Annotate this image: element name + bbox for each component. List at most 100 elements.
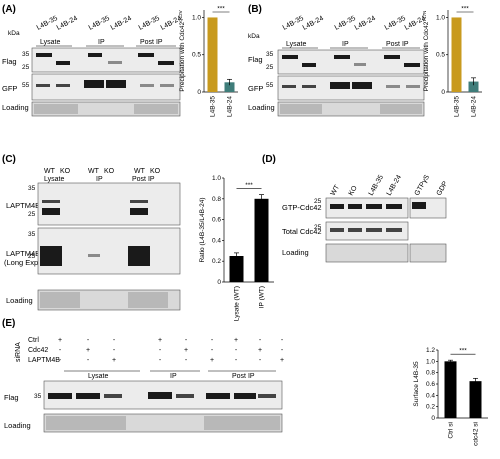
marker-25: 25 bbox=[22, 64, 30, 71]
condition-cdc42: Cdc42 bbox=[28, 347, 48, 354]
marker-55: 55 bbox=[22, 82, 30, 89]
group-label-lysate: Lysate bbox=[286, 41, 306, 48]
bar bbox=[207, 17, 218, 93]
treatment-sign: + bbox=[58, 337, 62, 344]
band bbox=[302, 63, 316, 67]
loading-lane bbox=[380, 104, 422, 114]
treatment-sign: - bbox=[235, 357, 238, 364]
group-label-post-ip: Post IP bbox=[132, 176, 155, 183]
band bbox=[348, 204, 362, 209]
band bbox=[302, 85, 316, 88]
x-tick-label: Lysate (WT) bbox=[234, 286, 241, 321]
group-label-lysate: Lysate bbox=[40, 39, 60, 46]
blot-loading bbox=[325, 243, 409, 263]
group-label-ip: IP bbox=[342, 41, 349, 48]
panel-e: (E) siRNA Ctrl Cdc42 LAPTM4B + - - + - - + - -- +… bbox=[2, 318, 284, 433]
row-label-flag: Flag bbox=[248, 55, 263, 64]
treatment-sign: - bbox=[259, 357, 262, 364]
chart-panel-e: 0 0.2 0.4 0.6 0.8 1.0 1.2 Surface L4B-35 Ctrl si… bbox=[413, 347, 488, 446]
x-tick-label: cdc42 si bbox=[473, 422, 480, 446]
marker-25: 25 bbox=[266, 64, 274, 71]
lane-header: L4B-24 bbox=[110, 15, 133, 32]
band bbox=[56, 61, 70, 65]
group-label-post-ip: Post IP bbox=[386, 41, 409, 48]
blot-flag bbox=[277, 49, 425, 75]
band bbox=[258, 394, 276, 398]
condition-laptm4b: LAPTM4B bbox=[28, 357, 60, 364]
significance-label: *** bbox=[245, 182, 253, 189]
treatment-sign: - bbox=[159, 357, 162, 364]
band bbox=[176, 394, 194, 398]
panel-a-kda: kDa bbox=[8, 30, 20, 37]
panel-b-label: (B) bbox=[248, 4, 262, 15]
lane-header: L4B-35 bbox=[384, 15, 407, 32]
band bbox=[106, 80, 126, 88]
lane-header: KO bbox=[150, 168, 161, 175]
row-label-gfp: GFP bbox=[248, 84, 263, 93]
y-tick-label: 0.8 bbox=[426, 370, 435, 377]
y-tick-label: 1.2 bbox=[426, 347, 435, 354]
treatment-sign: + bbox=[112, 357, 116, 364]
row-label-total-cdc42: Total Cdc42 bbox=[282, 227, 322, 236]
x-tick-label: L4B-24 bbox=[227, 96, 234, 117]
treatment-sign: - bbox=[281, 347, 284, 354]
band bbox=[386, 204, 402, 209]
group-label-ip: IP bbox=[98, 39, 105, 46]
bar bbox=[224, 82, 235, 92]
lane-header: GDP bbox=[436, 180, 450, 197]
y-axis-label: Surface L4B-35 bbox=[413, 361, 420, 407]
chart-panel-c: 0 0.2 0.4 0.6 0.8 1.0 Ratio (L4B-35/L4B-24) Lys… bbox=[199, 175, 274, 321]
loading-lane bbox=[40, 292, 80, 308]
loading-lane bbox=[204, 416, 280, 430]
group-label-ip: IP bbox=[96, 176, 103, 183]
significance-label: *** bbox=[461, 6, 469, 13]
lane-header: WT bbox=[330, 183, 342, 197]
y-tick-label: 1.0 bbox=[436, 14, 445, 21]
band bbox=[348, 228, 362, 232]
band bbox=[84, 80, 104, 88]
lane-header: L4B-35 bbox=[138, 15, 161, 32]
band bbox=[160, 84, 174, 87]
band bbox=[366, 204, 382, 209]
y-tick-label: 0.4 bbox=[426, 392, 435, 399]
y-tick-label: 0.5 bbox=[192, 52, 201, 59]
treatment-sign: - bbox=[185, 357, 188, 364]
significance-label: *** bbox=[217, 6, 225, 13]
treatment-sign: - bbox=[259, 337, 262, 344]
lane-header: L4B-35 bbox=[368, 174, 385, 197]
lane-header: L4B-24 bbox=[302, 15, 325, 32]
treatment-sign: + bbox=[258, 347, 262, 354]
lane-header: WT bbox=[88, 168, 100, 175]
row-label-gtp-cdc42: GTP-Cdc42 bbox=[282, 203, 322, 212]
band bbox=[42, 200, 60, 203]
panel-a-lane-headers: L4B-35 L4B-24 L4B-35 L4B-24 L4B-35 L4B-2… bbox=[36, 15, 183, 32]
lane-header: WT bbox=[44, 168, 56, 175]
panel-a: (A) kDa L4B-35 L4B-24 L4B-35 L4B-24 L4B-… bbox=[2, 4, 183, 117]
band bbox=[36, 53, 52, 57]
marker-55: 55 bbox=[266, 82, 274, 89]
y-tick-label: 0.6 bbox=[426, 381, 435, 388]
y-axis-label: Precipitation with Cdc42Q12V bbox=[178, 10, 187, 91]
marker-35: 35 bbox=[22, 51, 30, 58]
loading-lane bbox=[46, 416, 126, 430]
lane-header: WT bbox=[134, 168, 146, 175]
band bbox=[386, 228, 402, 232]
y-tick-label: 1.0 bbox=[426, 358, 435, 365]
band bbox=[88, 53, 102, 57]
x-tick-label: IP (WT) bbox=[259, 286, 266, 308]
y-tick-label: 0.5 bbox=[436, 52, 445, 59]
treatment-sign: + bbox=[280, 357, 284, 364]
band bbox=[334, 55, 350, 59]
y-axis-label: Ratio (L4B-35/L4B-24) bbox=[199, 197, 206, 262]
treatment-sign: - bbox=[113, 337, 116, 344]
band bbox=[36, 84, 50, 87]
band bbox=[148, 392, 172, 399]
lane-header: L4B-35 bbox=[36, 15, 59, 32]
y-tick-label: 0.2 bbox=[426, 404, 435, 411]
x-tick-label: L4B-35 bbox=[454, 96, 461, 117]
lane-header: L4B-35 bbox=[88, 15, 111, 32]
marker-25: 25 bbox=[314, 198, 322, 205]
marker-35: 35 bbox=[28, 185, 36, 192]
row-label-loading: Loading bbox=[6, 296, 33, 305]
band bbox=[130, 200, 148, 203]
